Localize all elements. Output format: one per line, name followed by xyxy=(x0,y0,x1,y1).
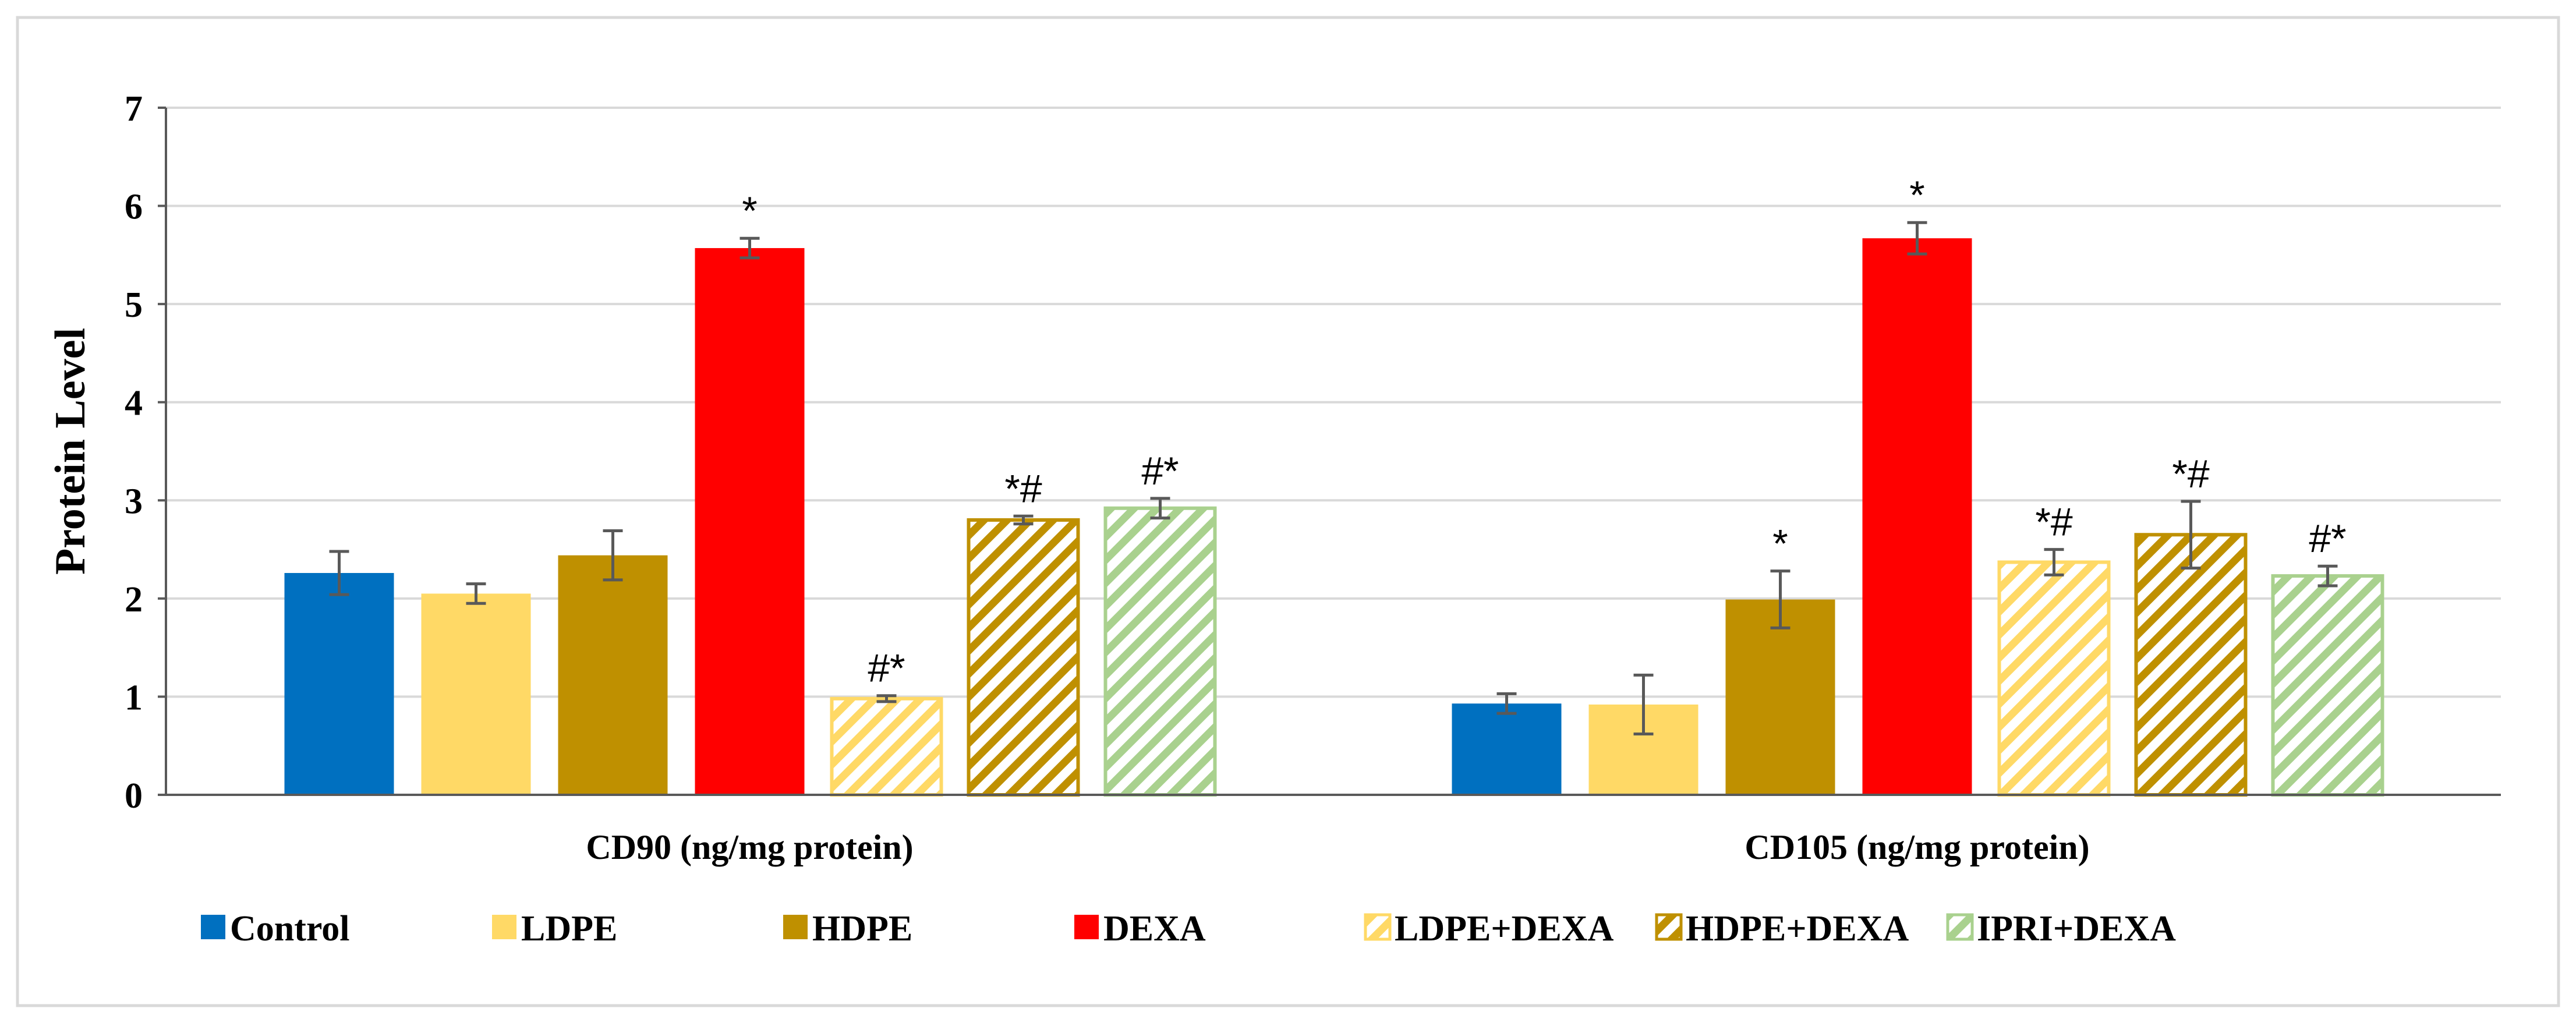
error-bar xyxy=(1150,497,1170,520)
legend-item: HDPE+DEXA xyxy=(1655,909,1909,949)
bar-ldpe xyxy=(421,593,531,795)
error-bar xyxy=(876,694,897,703)
bar-ipri-dexa xyxy=(2271,574,2384,797)
bar-hdpe xyxy=(1725,599,1835,795)
error-bar xyxy=(1907,221,1927,256)
error-bar xyxy=(1770,569,1791,629)
legend-item: LDPE xyxy=(492,909,617,949)
significance-marker: *# xyxy=(1004,466,1042,511)
error-bar xyxy=(1633,673,1654,735)
y-tick-label: 4 xyxy=(125,384,143,423)
x-category-label: CD105 (ng/mg protein) xyxy=(1745,828,2089,866)
legend-item: IPRI+DEXA xyxy=(1946,909,2176,949)
significance-marker: *# xyxy=(2172,452,2209,496)
legend-label: HDPE+DEXA xyxy=(1686,909,1909,949)
y-tick-label: 6 xyxy=(125,187,143,227)
legend: Control LDPE HDPE DEXA LDPE+DEXA HDPE+DEXA IPR… xyxy=(201,909,2176,949)
error-bar xyxy=(2181,500,2201,570)
significance-marker: * xyxy=(742,189,757,233)
legend-swatch xyxy=(201,915,225,939)
legend-label: Control xyxy=(230,909,350,949)
bar-control xyxy=(1452,703,1562,795)
y-axis-label: Protein Level xyxy=(47,328,94,575)
significance-marker: #* xyxy=(2309,516,2346,561)
legend-swatch xyxy=(1074,915,1099,939)
legend-item: DEXA xyxy=(1074,909,1206,949)
legend-item: HDPE xyxy=(783,909,912,949)
y-tick-label: 3 xyxy=(125,482,143,521)
legend-label: LDPE+DEXA xyxy=(1395,909,1614,949)
legend-label: LDPE xyxy=(521,909,617,949)
error-bar xyxy=(1013,514,1034,526)
y-tick-label: 5 xyxy=(125,285,143,325)
legend-swatch xyxy=(1655,913,1683,941)
bar-ldpe-dexa xyxy=(830,696,943,797)
significance-marker: #* xyxy=(1141,449,1179,493)
chart-frame xyxy=(16,16,2560,1007)
bar-group: * * *# *# #* xyxy=(1452,173,2384,797)
bar-dexa xyxy=(695,248,805,795)
bar-hdpe-dexa xyxy=(967,518,1080,797)
significance-marker: #* xyxy=(868,646,905,691)
legend-label: IPRI+DEXA xyxy=(1977,909,2176,949)
legend-swatch xyxy=(783,915,808,939)
error-bar xyxy=(329,550,349,596)
legend-swatch xyxy=(1946,913,1974,941)
bar-group: * #* *# #* xyxy=(284,189,1217,797)
bar-hdpe-dexa xyxy=(2134,533,2248,797)
y-tick-label: 7 xyxy=(125,89,143,129)
legend-label: DEXA xyxy=(1103,909,1206,949)
error-bar xyxy=(2317,564,2338,588)
legend-label: HDPE xyxy=(812,909,912,949)
error-bar xyxy=(603,529,623,582)
legend-item: LDPE+DEXA xyxy=(1364,909,1614,949)
x-category-label: CD90 (ng/mg protein) xyxy=(586,828,913,866)
error-bar xyxy=(2044,548,2064,576)
legend-item: Control xyxy=(201,909,350,949)
bar-hdpe xyxy=(558,555,668,795)
error-bar xyxy=(739,236,760,260)
bar-ldpe-dexa xyxy=(1997,560,2111,797)
error-bar xyxy=(466,582,486,605)
significance-marker: * xyxy=(1772,522,1788,566)
y-tick-label: 1 xyxy=(125,678,143,717)
bar-control xyxy=(284,573,394,795)
bar-ipri-dexa xyxy=(1103,506,1217,797)
legend-swatch xyxy=(1364,913,1392,941)
y-tick-label: 0 xyxy=(125,776,143,816)
significance-marker: *# xyxy=(2035,500,2072,544)
significance-marker: * xyxy=(1909,173,1924,217)
bar-dexa xyxy=(1862,238,1972,795)
y-tick-label: 2 xyxy=(125,580,143,620)
legend-swatch xyxy=(492,915,516,939)
error-bar xyxy=(1496,692,1517,715)
